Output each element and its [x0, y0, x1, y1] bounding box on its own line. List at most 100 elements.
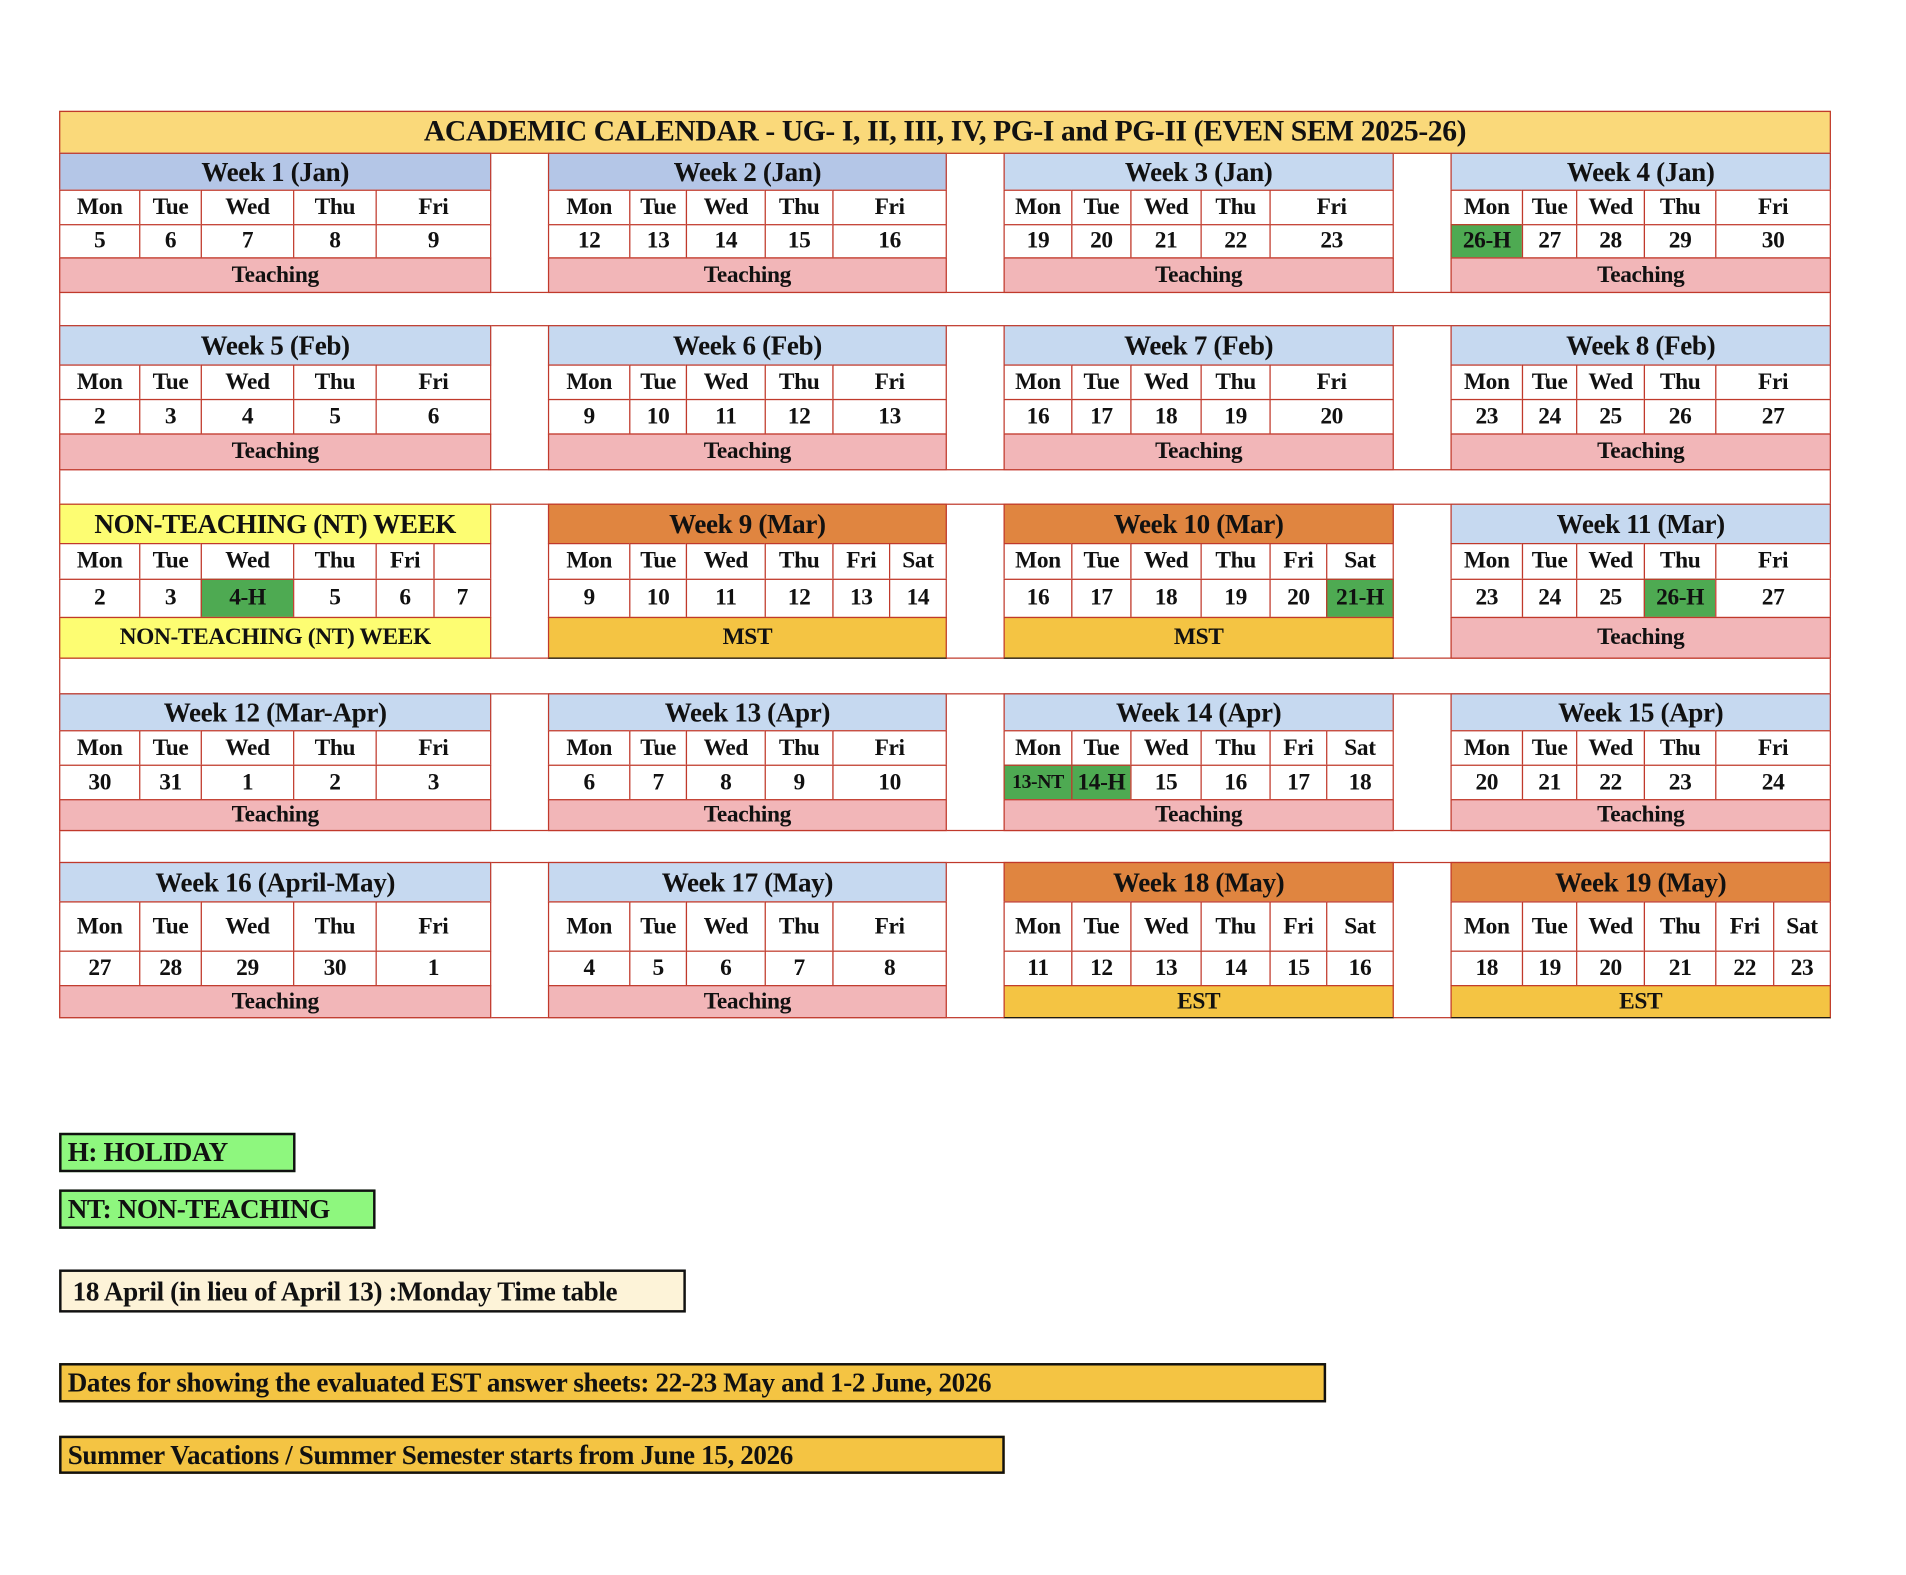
week-status-label: NON-TEACHING (NT) WEEK	[59, 616, 492, 659]
day-name-cell: Fri	[375, 901, 492, 952]
date-cell: 9	[375, 224, 492, 259]
holiday-date-cell: 13-NT	[1003, 764, 1073, 801]
date-cell: 11	[1003, 950, 1073, 987]
day-name-cell: Tue	[1521, 901, 1578, 952]
week-header: Week 11 (Mar)	[1450, 503, 1831, 545]
date-cell: 9	[547, 578, 631, 619]
date-cell: 23	[1450, 578, 1524, 619]
week-status-label: Teaching	[547, 799, 947, 832]
date-cell: 19	[1003, 224, 1073, 259]
day-name-cell: Tue	[629, 543, 688, 580]
day-name-cell: Fri	[375, 364, 492, 401]
date-cell: 18	[1130, 578, 1202, 619]
date-cell: 26	[1643, 398, 1717, 435]
date-cell: 21	[1521, 764, 1578, 801]
date-cell: 14	[685, 224, 766, 259]
day-name-cell: Thu	[1200, 364, 1271, 401]
week-status-label: Teaching	[59, 257, 492, 294]
date-cell: 30	[293, 950, 377, 987]
week-header: Week 14 (Apr)	[1003, 693, 1394, 732]
day-name-cell: Fri	[832, 730, 947, 766]
day-name-cell: Thu	[1643, 364, 1717, 401]
week-header: Week 8 (Feb)	[1450, 325, 1831, 366]
day-name-cell: Tue	[139, 189, 202, 226]
day-name-cell: Mon	[59, 901, 141, 952]
day-name-cell: Fri	[832, 189, 947, 226]
day-name-cell: Wed	[200, 730, 295, 766]
day-name-cell: Thu	[293, 543, 377, 580]
day-name-cell: Mon	[59, 364, 141, 401]
day-name-cell: Wed	[1576, 901, 1646, 952]
date-cell: 23	[1450, 398, 1524, 435]
day-name-cell: Thu	[293, 730, 377, 766]
day-name-cell: Thu	[293, 364, 377, 401]
day-name-cell: Fri	[1715, 364, 1831, 401]
day-name-cell: Mon	[1003, 364, 1073, 401]
day-name-cell: Sat	[1326, 730, 1394, 766]
holiday-date-cell: 21-H	[1326, 578, 1394, 619]
date-cell: 15	[764, 224, 834, 259]
date-cell: 6	[547, 764, 631, 801]
day-name-cell: Tue	[1071, 364, 1132, 401]
day-name-cell: Mon	[547, 189, 631, 226]
day-name-cell: Mon	[1003, 730, 1073, 766]
day-name-cell: Fri	[1715, 730, 1831, 766]
date-cell: 29	[1643, 224, 1717, 259]
date-cell: 28	[139, 950, 202, 987]
day-name-cell: Sat	[888, 543, 947, 580]
day-name-cell: Mon	[1003, 543, 1073, 580]
holiday-date-cell: 4-H	[200, 578, 295, 619]
date-cell: 10	[629, 578, 688, 619]
date-cell: 12	[547, 224, 631, 259]
date-cell: 7	[629, 764, 688, 801]
day-name-cell: Tue	[1071, 189, 1132, 226]
week-header: Week 9 (Mar)	[547, 503, 947, 545]
day-name-cell: Fri	[1715, 901, 1775, 952]
note-summer-vacation: Summer Vacations / Summer Semester start…	[59, 1435, 1005, 1474]
date-cell: 16	[832, 224, 947, 259]
day-name-cell: Thu	[764, 364, 834, 401]
day-name-cell: Sat	[1326, 543, 1394, 580]
date-cell: 23	[1269, 224, 1394, 259]
day-name-cell: Wed	[1576, 730, 1646, 766]
day-name-cell: Wed	[1576, 543, 1646, 580]
week-status-label: EST	[1003, 985, 1394, 1019]
day-name-cell: Fri	[1269, 364, 1394, 401]
day-name-cell: Wed	[1130, 543, 1202, 580]
date-cell: 15	[1130, 764, 1202, 801]
week-header: Week 2 (Jan)	[547, 152, 947, 191]
day-name-cell: Tue	[629, 189, 688, 226]
date-cell: 13	[832, 398, 947, 435]
row-spacer	[59, 291, 1831, 327]
day-name-cell: Wed	[200, 901, 295, 952]
date-cell: 19	[1521, 950, 1578, 987]
date-cell: 14	[888, 578, 947, 619]
date-cell: 16	[1326, 950, 1394, 987]
date-cell: 25	[1576, 398, 1646, 435]
day-name-cell: Thu	[1200, 901, 1271, 952]
day-name-cell: Thu	[1643, 189, 1717, 226]
day-name-cell: Tue	[139, 364, 202, 401]
day-name-cell: Tue	[1071, 730, 1132, 766]
date-cell: 3	[139, 578, 202, 619]
day-name-cell: Mon	[1450, 364, 1524, 401]
day-name-cell: Fri	[375, 730, 492, 766]
week-status-label: Teaching	[1450, 799, 1831, 832]
date-cell: 4	[200, 398, 295, 435]
date-cell: 29	[200, 950, 295, 987]
date-cell: 10	[629, 398, 688, 435]
date-cell: 8	[832, 950, 947, 987]
calendar-title: ACADEMIC CALENDAR - UG- I, II, III, IV, …	[59, 110, 1831, 154]
day-name-cell: Mon	[59, 189, 141, 226]
day-name-cell: Thu	[1643, 901, 1717, 952]
day-name-cell: Mon	[547, 364, 631, 401]
date-cell: 19	[1200, 578, 1271, 619]
date-cell: 2	[59, 398, 141, 435]
week-status-label: EST	[1450, 985, 1831, 1019]
day-name-cell: Mon	[1003, 189, 1073, 226]
day-name-cell: Tue	[1521, 364, 1578, 401]
day-name-cell: Wed	[685, 364, 766, 401]
week-header: Week 3 (Jan)	[1003, 152, 1394, 191]
week-header: NON-TEACHING (NT) WEEK	[59, 503, 492, 545]
